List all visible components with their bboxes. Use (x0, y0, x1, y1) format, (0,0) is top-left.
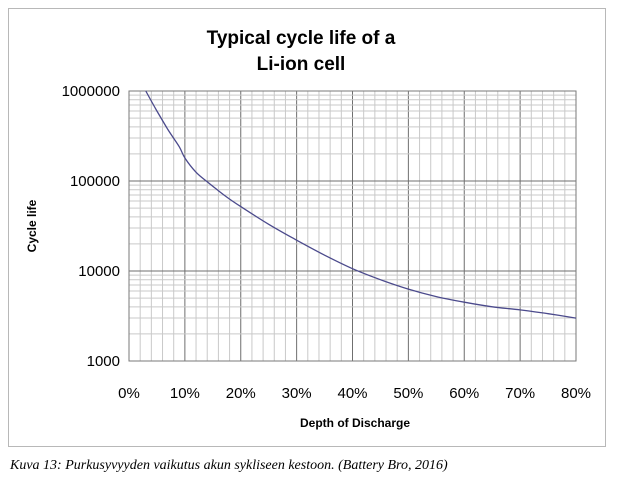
chart-labels: Typical cycle life of a Li-ion cell Dept… (25, 28, 591, 430)
cycle-life-series-line (145, 90, 577, 319)
data-marks (145, 90, 577, 319)
x-tick-label: 40% (337, 385, 367, 402)
y-tick-label: 1000 (87, 353, 120, 370)
x-tick-label: 70% (505, 385, 535, 402)
x-tick-label: 20% (226, 385, 256, 402)
grid (128, 90, 577, 362)
x-tick-label: 10% (170, 385, 200, 402)
x-tick-label: 0% (118, 385, 140, 402)
chart-title-line-1: Typical cycle life of a (207, 28, 396, 49)
plot-area-border (128, 90, 577, 362)
y-tick-label: 1000000 (62, 83, 120, 100)
x-tick-label: 80% (561, 385, 591, 402)
figure-caption: Kuva 13: Purkusyvyyden vaikutus akun syk… (10, 458, 448, 473)
y-tick-label: 100000 (70, 173, 120, 190)
chart-frame (8, 8, 606, 447)
x-tick-label: 60% (449, 385, 479, 402)
cycle-life-chart: Typical cycle life of a Li-ion cell Dept… (25, 28, 591, 430)
x-tick-label: 30% (282, 385, 312, 402)
chart-title-line-2: Li-ion cell (257, 54, 346, 75)
x-axis-label: Depth of Discharge (300, 416, 410, 430)
x-tick-label: 50% (393, 385, 423, 402)
y-axis-label: Cycle life (25, 199, 39, 252)
y-tick-label: 10000 (78, 263, 120, 280)
